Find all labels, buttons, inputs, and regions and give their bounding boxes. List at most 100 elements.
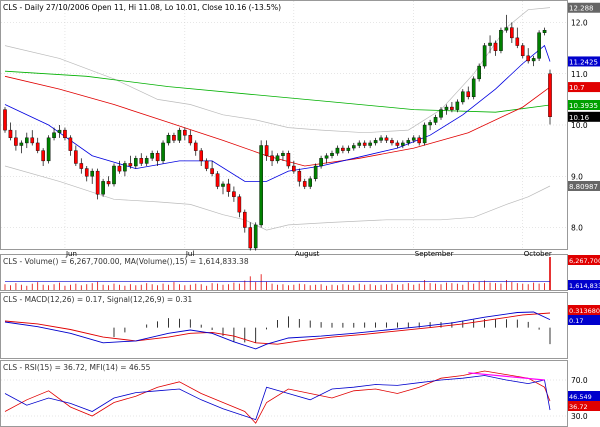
candle-body <box>499 29 503 51</box>
price-tag-label: 10.7 <box>569 84 585 92</box>
rsi-panel <box>0 360 568 427</box>
price-header: CLS - Daily 27/10/2006 Open 11, Hi 11.08… <box>3 3 281 12</box>
candle-body <box>346 147 351 151</box>
candle-body <box>117 165 122 172</box>
ma-mid-line <box>4 75 551 167</box>
price-tag <box>568 82 600 93</box>
price-tag-label: 12.288 <box>569 5 594 13</box>
rsi-trendline <box>468 372 545 381</box>
price-tag <box>568 56 600 67</box>
candle-body <box>411 137 416 141</box>
candle-body <box>510 27 514 39</box>
volume-panel <box>0 254 568 291</box>
candle-body <box>542 29 547 33</box>
candle-body <box>221 183 225 187</box>
candle-body <box>422 124 427 144</box>
price-tick-label: 12.0 <box>571 19 588 28</box>
candle-body <box>25 137 29 144</box>
candle-body <box>8 129 13 139</box>
candle-body <box>275 155 280 162</box>
candle-body <box>357 142 362 146</box>
candle-body <box>335 147 340 154</box>
candle-body <box>30 137 35 144</box>
candle-body <box>90 170 94 177</box>
candle-body <box>133 158 138 167</box>
candle-body <box>139 158 144 164</box>
macd-signal-line <box>4 312 551 345</box>
candle-body <box>150 152 154 159</box>
macd-line <box>4 311 551 350</box>
candle-body <box>177 129 182 141</box>
macd-tag-label: 0.17 <box>569 317 583 325</box>
candle-body <box>286 152 291 167</box>
month-label: September <box>415 250 454 258</box>
price-tag <box>568 111 600 122</box>
candle-body <box>161 142 165 162</box>
candle-body <box>106 181 111 185</box>
candle-body <box>439 109 443 118</box>
candle-body <box>313 165 318 180</box>
price-tag-label: 11.2425 <box>569 58 598 66</box>
rsi-legend: CLS - RSI(15) = 36.72, MFI(14) = 46.55 <box>3 363 151 372</box>
candle-body <box>270 155 274 162</box>
candle-body <box>395 142 400 146</box>
candle-body <box>210 168 214 174</box>
volume-tag-label: 1,614,833 <box>569 282 600 290</box>
candle-body <box>373 140 378 144</box>
rsi-tick-label: 30.0 <box>571 412 588 421</box>
volume-tag <box>568 280 600 290</box>
macd-legend: CLS - MACD(12,26) = 0.17, Signal(12,26,9… <box>3 295 192 304</box>
candle-body <box>341 147 345 151</box>
candle-body <box>548 73 552 117</box>
price-tag <box>568 180 600 191</box>
candle-body <box>390 140 394 144</box>
candle-body <box>406 140 411 144</box>
candle-body <box>128 163 133 167</box>
volume-tag-label: 6,267,700 <box>569 257 600 265</box>
candle-body <box>188 135 193 144</box>
candle-body <box>123 163 127 172</box>
candle-body <box>297 170 302 182</box>
price-tag-label: 8.80987 <box>569 183 598 191</box>
candle-body <box>493 42 498 51</box>
volume-legend: CLS - Volume() = 6,267,700.00, MA(Volume… <box>3 257 249 266</box>
candle-body <box>368 142 372 146</box>
candle-body <box>95 170 100 195</box>
candle-body <box>199 150 204 162</box>
price-tag <box>568 100 600 111</box>
candle-body <box>461 91 465 103</box>
candle-body <box>504 27 509 31</box>
candle-body <box>172 135 176 141</box>
candle-body <box>204 160 209 169</box>
candle-body <box>281 152 285 156</box>
candle-body <box>101 181 105 195</box>
candle-body <box>253 224 258 249</box>
candle-body <box>248 227 253 249</box>
candle-body <box>352 145 356 149</box>
candle-body <box>35 142 40 151</box>
candle-body <box>74 150 78 164</box>
candle-body <box>330 152 334 156</box>
candle-body <box>308 178 313 187</box>
price-tag <box>568 2 600 13</box>
rsi-tag-label: 36.72 <box>569 403 588 411</box>
candle-body <box>193 142 198 151</box>
candle-body <box>242 211 247 228</box>
macd-tag-label: 0.313680 <box>569 307 600 315</box>
ma-slow-line <box>4 70 551 113</box>
candle-body <box>450 106 454 110</box>
rsi-line <box>4 375 551 421</box>
candle-body <box>264 145 269 156</box>
ma-fast-line <box>4 44 551 182</box>
candle-body <box>166 135 171 144</box>
candle-body <box>19 142 24 146</box>
month-label: Jun <box>65 250 77 258</box>
price-tag-label: 10.3935 <box>569 102 598 110</box>
candle-body <box>520 45 525 57</box>
candle-body <box>144 158 149 164</box>
candle-body <box>46 137 51 162</box>
candle-body <box>215 173 220 187</box>
candle-body <box>84 168 89 177</box>
candle-body <box>259 145 263 226</box>
candle-body <box>237 196 242 213</box>
